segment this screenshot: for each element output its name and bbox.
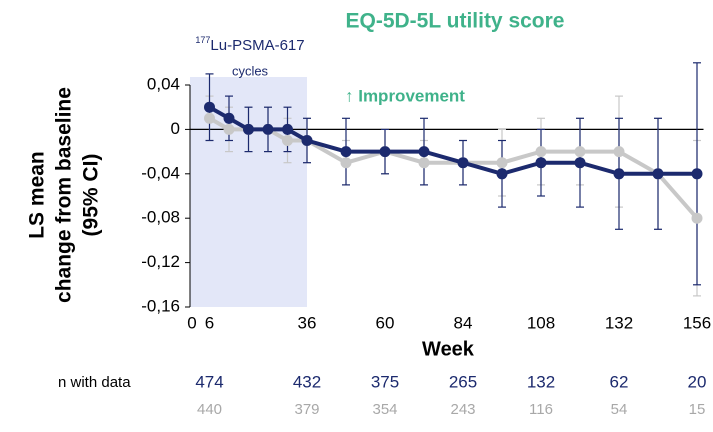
n-value: 379 (294, 401, 319, 418)
y-tick-label: -0,04 (141, 163, 180, 182)
shade-label-2: cycles (232, 63, 269, 78)
point (340, 146, 352, 158)
point (243, 123, 254, 135)
point (379, 146, 391, 158)
annotation: ↑ Improvement (345, 86, 465, 105)
shade-sup: 177 (195, 35, 210, 45)
point (535, 146, 547, 158)
x-tick-label: 0 (187, 313, 196, 332)
n-value: 116 (529, 401, 553, 418)
n-value: 54 (611, 401, 628, 418)
point (613, 146, 625, 158)
y-axis-label: (95% CI) (80, 154, 103, 237)
point (496, 168, 508, 180)
x-tick-label: 36 (298, 313, 317, 332)
point (282, 123, 293, 135)
line (208, 105, 697, 176)
x-tick-label: 84 (454, 313, 473, 332)
n-value: 474 (195, 372, 223, 391)
n-value: 265 (449, 372, 477, 391)
y-tick-label: 0,04 (147, 74, 180, 93)
point (340, 157, 352, 169)
point (691, 212, 703, 224)
point (691, 168, 703, 180)
n-value: 243 (450, 401, 475, 418)
chart-title: EQ-5D-5L utility score (345, 10, 564, 33)
point (496, 157, 508, 169)
point (535, 157, 547, 169)
y-tick-label: -0,08 (141, 208, 180, 227)
shade-text: Lu-PSMA-617 (210, 37, 304, 54)
n-label: n with data (58, 374, 131, 391)
point (204, 112, 215, 124)
point (457, 157, 469, 169)
point (282, 135, 293, 146)
n-value: 132 (527, 372, 555, 391)
n-value: 62 (610, 372, 629, 391)
x-tick-label: 6 (205, 313, 214, 332)
point (418, 157, 430, 169)
point (223, 112, 235, 124)
n-value: 375 (371, 372, 399, 391)
y-tick-label: 0 (171, 119, 180, 138)
y-axis-label: change from baseline (53, 87, 76, 303)
point (223, 123, 235, 135)
shade-label: 177Lu-PSMA-617 (195, 35, 304, 54)
x-tick-label: 156 (683, 313, 711, 332)
n-value: 354 (372, 401, 397, 418)
y-tick-label: -0,16 (141, 296, 180, 315)
n-value: 440 (197, 401, 222, 418)
point (613, 168, 625, 180)
point (652, 168, 664, 180)
y-axis-label: LS mean (26, 151, 49, 239)
x-axis-label: Week (422, 338, 475, 360)
x-tick-label: 60 (376, 313, 395, 332)
n-value: 15 (689, 401, 706, 418)
point (574, 157, 586, 169)
point (262, 123, 274, 135)
n-value: 432 (293, 372, 321, 391)
n-value: 20 (688, 372, 707, 391)
point (418, 146, 430, 158)
x-tick-label: 132 (605, 313, 633, 332)
point (574, 146, 586, 158)
y-tick-label: -0,12 (141, 252, 180, 271)
point (204, 101, 215, 113)
point (301, 135, 313, 146)
x-tick-label: 108 (527, 313, 555, 332)
